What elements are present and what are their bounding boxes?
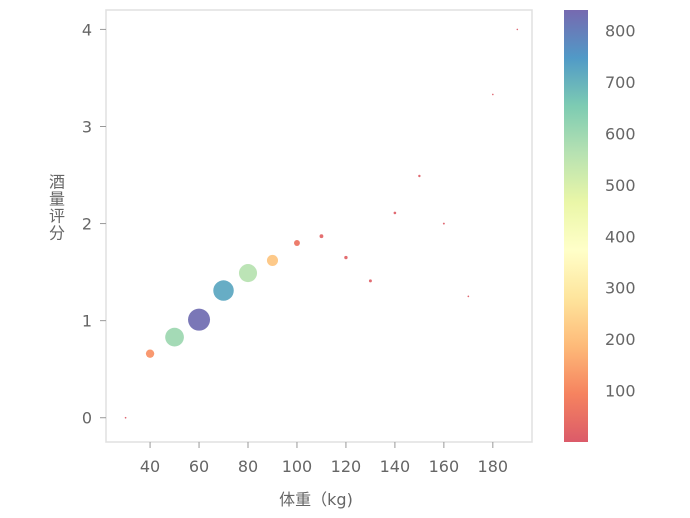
- x-tick-label: 80: [238, 457, 258, 476]
- x-axis-ticks: 40 60 80 100 120 140 160 180: [140, 442, 508, 476]
- x-tick-label: 40: [140, 457, 160, 476]
- scatter-point: [344, 255, 348, 260]
- plot-frame: [105, 9, 533, 443]
- colorbar-ticks: 100 200 300 400 500 600 700 800: [605, 22, 636, 401]
- scatter-point: [442, 222, 445, 225]
- scatter-point: [238, 264, 258, 283]
- x-tick-label: 140: [380, 457, 411, 476]
- scatter-point: [467, 295, 470, 298]
- x-tick-label: 120: [331, 457, 362, 476]
- scatter-point: [165, 327, 184, 347]
- colorbar-tick-label: 700: [605, 73, 636, 92]
- scatter-point: [213, 280, 234, 301]
- scatter-point: [492, 93, 494, 96]
- colorbar-tick-label: 800: [605, 22, 636, 41]
- colorbar-tick-label: 100: [605, 382, 636, 401]
- scatter-point: [145, 349, 155, 358]
- y-tick-label: 1: [82, 312, 92, 331]
- y-tick-label: 4: [82, 20, 92, 39]
- x-tick-label: 160: [429, 457, 460, 476]
- x-tick-label: 100: [282, 457, 313, 476]
- colorbar-tick-label: 400: [605, 227, 636, 246]
- colorbar-tick-label: 300: [605, 279, 636, 298]
- scatter-point: [368, 279, 372, 283]
- y-axis-label: 酒量评分: [49, 173, 65, 243]
- x-tick-label: 180: [478, 457, 509, 476]
- colorbar-tick-label: 200: [605, 330, 636, 349]
- scatter-points: [124, 28, 519, 419]
- y-tick-label: 3: [82, 117, 92, 136]
- y-tick-label: 2: [82, 215, 92, 234]
- scatter-point: [188, 308, 211, 331]
- scatter-point: [319, 234, 324, 239]
- colorbar: [564, 10, 588, 442]
- colorbar-tick-label: 600: [605, 124, 636, 143]
- scatter-point: [516, 28, 519, 31]
- x-tick-label: 60: [189, 457, 209, 476]
- x-axis-label: 体重（kg): [279, 490, 353, 509]
- colorbar-tick-label: 500: [605, 176, 636, 195]
- scatter-point: [124, 416, 127, 419]
- y-axis-ticks: 0 1 2 3 4: [82, 20, 106, 428]
- scatter-point: [294, 240, 300, 246]
- scatter-point: [266, 254, 279, 266]
- y-tick-label: 0: [82, 409, 92, 428]
- scatter-point: [393, 211, 397, 215]
- scatter-point: [418, 174, 421, 178]
